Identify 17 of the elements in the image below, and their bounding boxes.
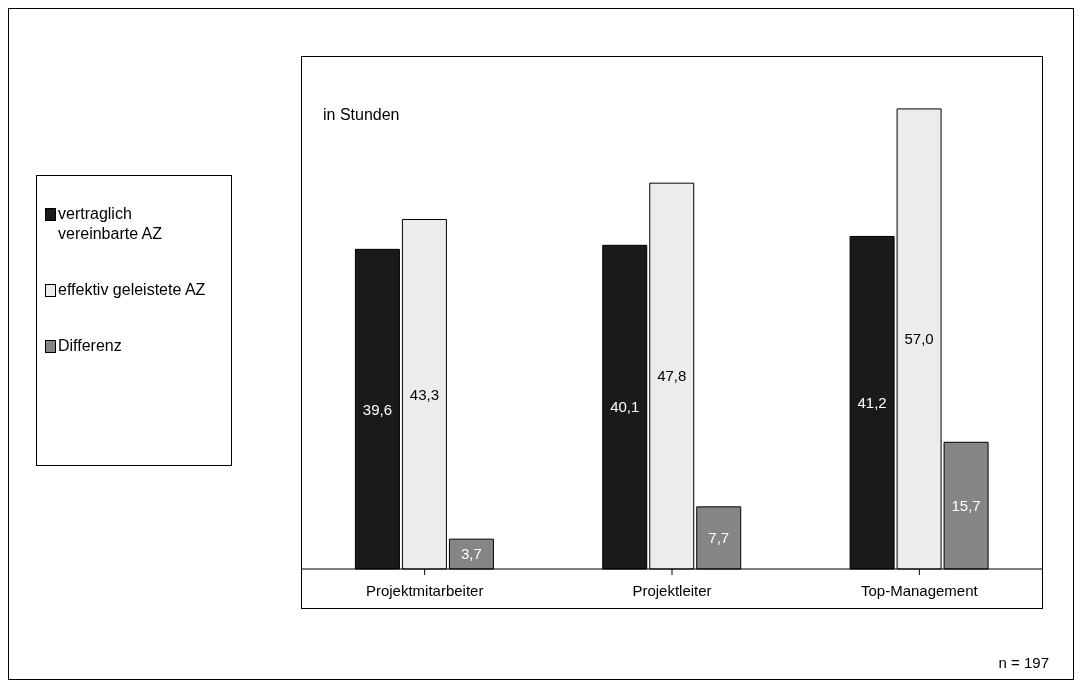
data-label: 43,3	[409, 385, 440, 403]
legend-label: effektiv geleistete AZ	[58, 280, 207, 300]
data-label: 57,0	[904, 330, 934, 348]
data-label: 39,6	[362, 400, 393, 418]
data-label: 47,8	[657, 367, 687, 385]
x-tick-label: Projektleiter	[632, 581, 712, 599]
data-label: 3,7	[460, 545, 482, 563]
data-label: 40,1	[610, 398, 640, 416]
data-label: 41,2	[857, 394, 887, 412]
annotation: in Stunden	[323, 106, 400, 124]
legend-label: vertraglich vereinbarte AZ	[58, 204, 164, 244]
x-tick-label: Projektmitarbeiter	[365, 581, 484, 599]
text: n = 197	[998, 654, 1049, 671]
x-tick-label: Top-Management	[860, 581, 979, 599]
data-label: 15,7	[951, 496, 981, 514]
legend-label: Differenz	[58, 336, 123, 356]
data-label: 7,7	[708, 529, 730, 547]
